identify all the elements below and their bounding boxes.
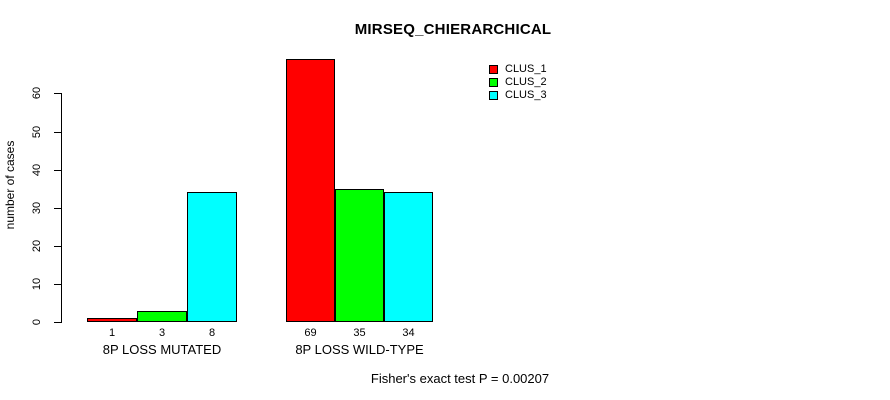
chart-title: MIRSEQ_CHIERARCHICAL — [354, 21, 552, 38]
legend-item: CLUS_1 — [489, 63, 547, 76]
bar-clus_3-group2 — [384, 192, 433, 322]
legend: CLUS_1 CLUS_2 CLUS_3 — [489, 63, 547, 102]
y-tick-mark — [54, 284, 61, 285]
legend-label: CLUS_1 — [505, 63, 547, 75]
y-tick-label: 0 — [31, 318, 43, 326]
y-tick-label: 50 — [31, 125, 43, 139]
y-tick-label: 20 — [31, 239, 43, 253]
y-tick-label: 40 — [31, 163, 43, 177]
bar-clus_3-group1 — [187, 192, 237, 322]
legend-label: CLUS_2 — [505, 76, 547, 88]
legend-color-swatch — [489, 65, 498, 74]
y-axis-title: number of cases — [3, 140, 17, 230]
bar-value-label: 34 — [402, 327, 415, 339]
bar-clus_1-group2 — [286, 59, 335, 322]
x-category-label: 8P LOSS WILD-TYPE — [295, 342, 424, 357]
y-tick-mark — [54, 322, 61, 323]
bar-value-label: 35 — [353, 327, 366, 339]
y-tick-label: 60 — [31, 86, 43, 100]
bar-value-label: 8 — [208, 327, 216, 339]
bar-value-label: 69 — [304, 327, 317, 339]
bar-value-label: 1 — [108, 327, 116, 339]
fisher-test-annotation: Fisher's exact test P = 0.00207 — [370, 371, 550, 386]
y-tick-mark — [54, 208, 61, 209]
bar-value-label: 3 — [158, 327, 166, 339]
y-tick-mark — [54, 93, 61, 94]
y-tick-mark — [54, 132, 61, 133]
y-axis-line — [61, 93, 62, 323]
bar-clus_2-group2 — [335, 189, 384, 322]
y-tick-label: 10 — [31, 277, 43, 291]
bar-clus_1-group1 — [87, 318, 137, 322]
legend-color-swatch — [489, 91, 498, 100]
legend-item: CLUS_3 — [489, 89, 547, 102]
x-category-label: 8P LOSS MUTATED — [102, 342, 222, 357]
legend-color-swatch — [489, 78, 498, 87]
y-tick-mark — [54, 170, 61, 171]
y-tick-mark — [54, 246, 61, 247]
legend-item: CLUS_2 — [489, 76, 547, 89]
y-tick-label: 30 — [31, 201, 43, 215]
bar-clus_2-group1 — [137, 311, 187, 322]
legend-label: CLUS_3 — [505, 89, 547, 101]
